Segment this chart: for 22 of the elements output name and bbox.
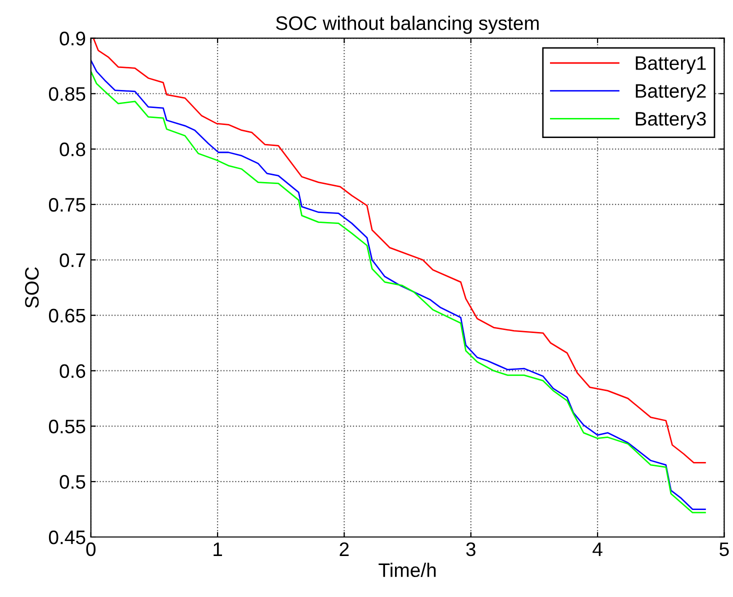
y-tick-label: 0.85 xyxy=(48,87,86,101)
y-tick-label: 0.6 xyxy=(60,364,86,378)
y-tick-label: 0.7 xyxy=(60,253,86,268)
chart-title: SOC without balancing system xyxy=(276,16,539,34)
legend-label: Battery3 xyxy=(636,112,706,130)
x-tick-label: 2 xyxy=(340,542,349,556)
y-tick-label: 0.75 xyxy=(48,198,86,212)
x-axis-title: Time/h xyxy=(378,562,436,578)
y-tick-label: 0.65 xyxy=(48,308,86,323)
y-tick-label: 0.5 xyxy=(60,475,86,489)
x-tick-label: 3 xyxy=(466,542,476,556)
y-tick-label: 0.55 xyxy=(48,420,86,434)
y-tick-label: 0.8 xyxy=(60,142,86,156)
x-tick-label: 1 xyxy=(214,542,222,556)
legend-label: Battery1 xyxy=(636,56,706,74)
legend-label: Battery2 xyxy=(636,84,706,102)
y-tick-label: 0.45 xyxy=(48,530,86,544)
x-tick-label: 0 xyxy=(86,542,96,556)
x-tick-label: 4 xyxy=(592,542,602,556)
x-tick-label: 5 xyxy=(720,542,729,556)
y-axis-title: SOC xyxy=(25,267,39,308)
y-tick-label: 0.9 xyxy=(60,32,86,46)
